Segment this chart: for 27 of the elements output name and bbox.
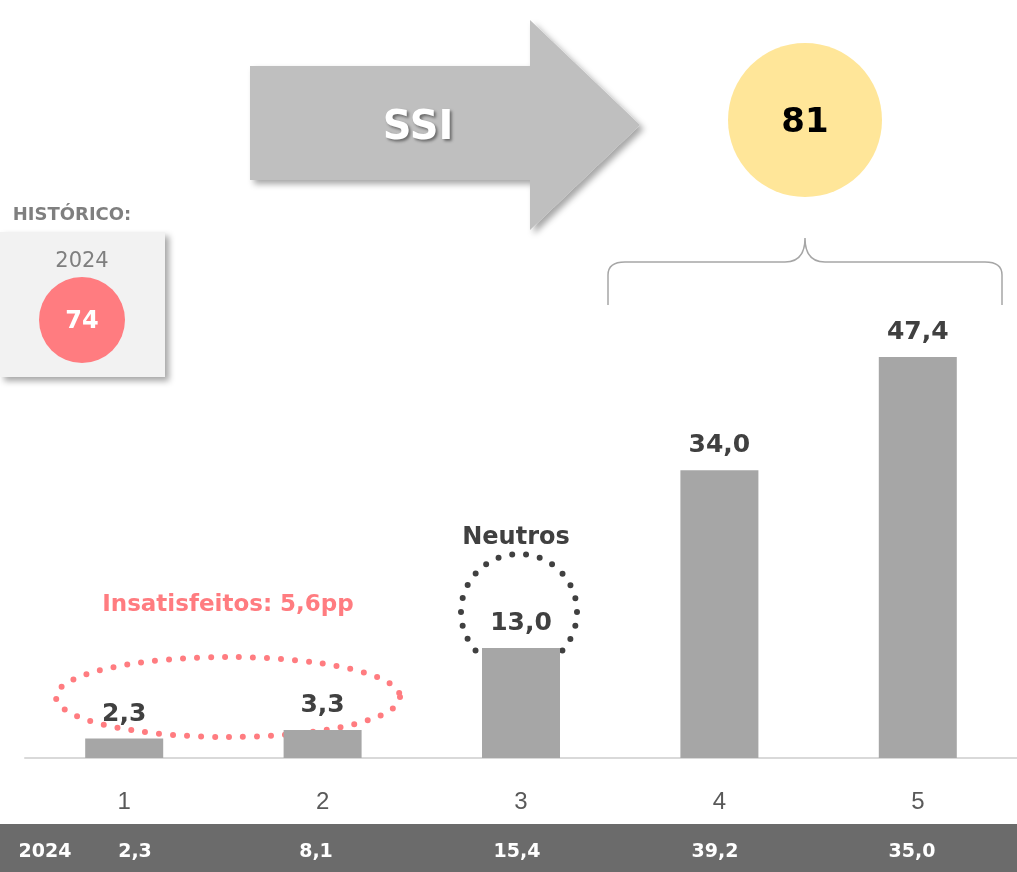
- x-tick-label: 5: [911, 786, 925, 814]
- data-label: 13,0: [490, 607, 552, 637]
- text: SSI: [382, 102, 454, 148]
- data-label: 2,3: [102, 697, 147, 727]
- bar: [878, 357, 957, 758]
- text: 2024: [55, 248, 109, 272]
- bar: [680, 470, 759, 758]
- text: 2024: [18, 839, 72, 861]
- text: 2,3: [118, 839, 152, 861]
- text: 15,4: [493, 839, 541, 861]
- x-tick-label: 2: [315, 786, 330, 814]
- annotation: Insatisfeitos: 5,6pp: [102, 590, 354, 616]
- text: 81: [781, 100, 829, 140]
- text: 8,1: [299, 839, 333, 861]
- text: 35,0: [888, 839, 936, 861]
- data-label: 34,0: [688, 429, 751, 459]
- bar: [283, 730, 362, 758]
- data-label: 3,3: [300, 689, 345, 719]
- text: 39,2: [691, 839, 739, 861]
- bar: [85, 738, 164, 758]
- x-tick-label: 3: [514, 786, 528, 814]
- text: HISTÓRICO:: [12, 202, 132, 224]
- annotation: Neutros: [462, 522, 570, 550]
- x-tick-label: 1: [117, 786, 131, 814]
- x-tick-label: 4: [712, 786, 727, 814]
- text: 74: [65, 306, 99, 334]
- data-label: 47,4: [886, 316, 949, 345]
